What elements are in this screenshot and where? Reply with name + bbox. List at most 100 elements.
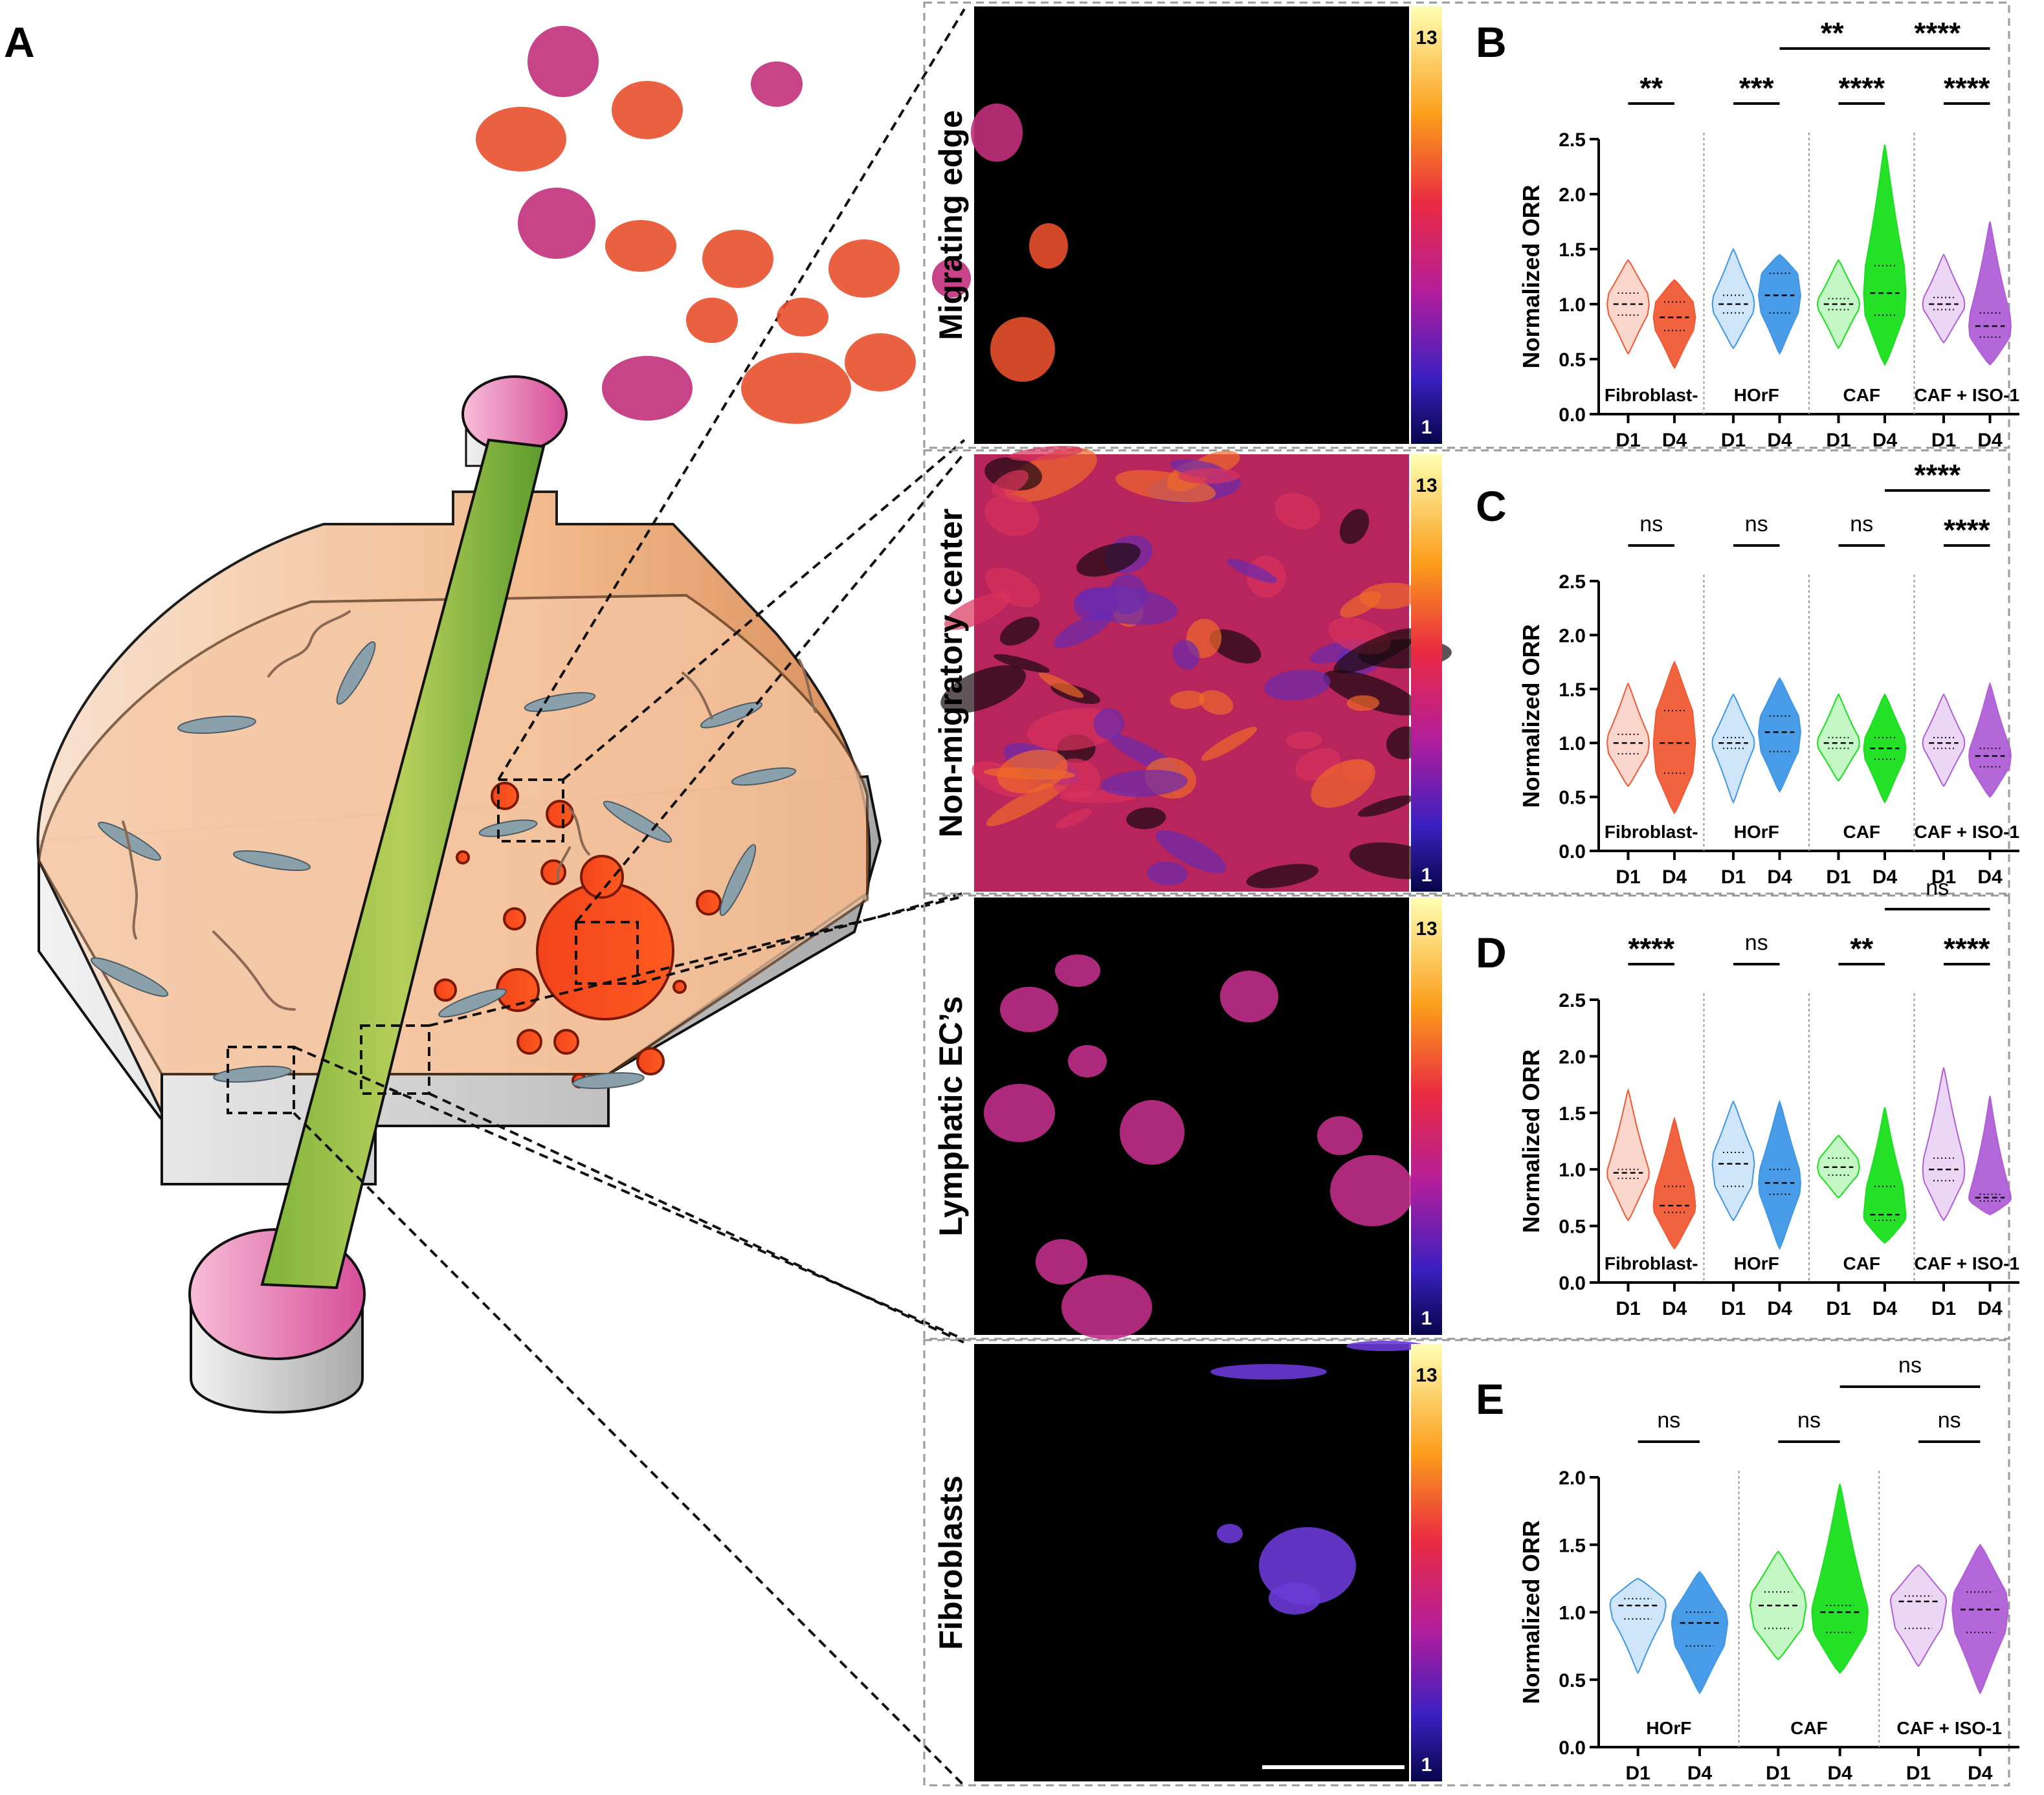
- colorbar: [1411, 454, 1442, 892]
- group-label: Fibroblast-: [1605, 822, 1698, 842]
- significance-bracket: **: [1838, 932, 1885, 965]
- image-row-2: 13 1 Non-migratory center: [923, 445, 2010, 897]
- x-tick-label: D1: [1826, 430, 1850, 451]
- significance-label: ns: [1797, 1408, 1821, 1433]
- significance-label: ns: [1926, 875, 1949, 900]
- violin-d4: [1968, 681, 2012, 798]
- y-tick-label: 0.0: [1559, 841, 1586, 863]
- x-tick-label: D4: [1767, 866, 1792, 888]
- cell-blob: [1330, 1155, 1414, 1226]
- cell-patch: [1038, 672, 1084, 698]
- panel-label: E: [1476, 1375, 1504, 1423]
- violin-d4: [1863, 144, 1907, 366]
- x-tick-label: D1: [1616, 1298, 1640, 1319]
- significance-label: ns: [1657, 1408, 1680, 1433]
- cell-patch: [993, 654, 1050, 673]
- row-label: Migrating edge: [933, 110, 969, 340]
- cell-blob: [518, 188, 595, 259]
- violin-d4: [1671, 1570, 1729, 1695]
- group-fibroblast-: D1 D4 Fibroblast-: [1605, 1088, 1698, 1319]
- significance-bracket: ****: [1944, 513, 1990, 547]
- violin-d1: [1889, 1564, 1948, 1668]
- group-label: Fibroblast-: [1605, 1253, 1698, 1273]
- violin-d4: [1652, 279, 1696, 369]
- y-tick-label: 1.5: [1559, 1535, 1586, 1556]
- significance-label: **: [1850, 932, 1873, 965]
- significance-label: ns: [1938, 1408, 1961, 1433]
- image-rows: 13 1 Migrating edge 13 1 Non-migratory center…: [476, 1, 2010, 1787]
- panel-label: D: [1476, 929, 1507, 976]
- y-tick-label: 0.5: [1559, 1217, 1586, 1238]
- significance-label: ns: [1639, 512, 1663, 536]
- group-caf: D1 D4 CAF: [1808, 575, 1907, 888]
- colorbar-max: 13: [1416, 1365, 1437, 1386]
- cell-patch: [999, 617, 1040, 646]
- cell-patch: [1178, 468, 1240, 484]
- x-tick-label: D1: [1721, 866, 1746, 888]
- fibroblast-cells: [90, 641, 797, 1089]
- cell-blob: [1210, 1364, 1327, 1380]
- cell-patch: [1340, 591, 1381, 618]
- chart-B: B Normalized ORR 0.0 0.5 1.0 1.5 2.0 2.5 D1 D4 Fib…: [1476, 16, 2019, 451]
- x-tick-label: D4: [1662, 430, 1687, 451]
- significance-bracket: ****: [1885, 458, 1990, 492]
- y-tick-label: 1.5: [1559, 239, 1586, 261]
- x-tick-label: D4: [1977, 866, 2003, 888]
- violin-d4: [1968, 1096, 2012, 1216]
- chart-C: C Normalized ORR 0.0 0.5 1.0 1.5 2.0 2.5 D1 D4 Fib…: [1476, 458, 2019, 888]
- significance-bracket: ns: [1839, 1353, 1981, 1388]
- significance-bracket: ****: [1885, 16, 1990, 50]
- image-row-4: 13 1 Fibroblasts: [923, 1339, 2010, 1787]
- y-tick-label: 1.0: [1559, 294, 1586, 316]
- cell-patch: [1209, 629, 1261, 664]
- group-label: CAF: [1843, 385, 1880, 405]
- cell-blob: [1055, 954, 1100, 987]
- cell-blob: [1036, 1239, 1087, 1284]
- cell-patch: [1274, 492, 1320, 530]
- cell-patch: [1285, 731, 1323, 749]
- violin-d1: [1609, 1578, 1667, 1675]
- violin-d4: [1863, 693, 1907, 804]
- cell-patch: [1339, 509, 1370, 544]
- cell-blob: [1000, 987, 1058, 1032]
- colorbar-max: 13: [1416, 475, 1437, 496]
- significance-bracket: ns: [1918, 1408, 1981, 1443]
- group-label: HOrF: [1734, 822, 1779, 842]
- group-label: HOrF: [1646, 1718, 1691, 1738]
- row-frame: [923, 892, 2010, 1340]
- significance-label: ****: [1944, 71, 1990, 105]
- x-tick-label: D4: [1767, 1298, 1792, 1319]
- group-label: CAF: [1790, 1718, 1828, 1738]
- cell-blob: [686, 298, 738, 343]
- y-axis-label: Normalized ORR: [1518, 184, 1544, 368]
- cell-blob: [984, 1084, 1055, 1142]
- x-tick-label: D4: [1872, 1298, 1898, 1319]
- colorbar-min: 1: [1421, 1308, 1432, 1329]
- y-tick-label: 1.0: [1559, 733, 1586, 754]
- cell-blob: [777, 298, 828, 336]
- colorbar: [1411, 898, 1442, 1335]
- significance-label: ns: [1745, 512, 1768, 536]
- group-caf-iso-1: D1 D4 CAF + ISO-1: [1913, 133, 2019, 451]
- y-axis-label: Normalized ORR: [1518, 1520, 1544, 1704]
- group-caf-iso-1: D1 D4 CAF + ISO-1: [1913, 993, 2019, 1319]
- cell-patch: [1346, 695, 1379, 711]
- cell-blob: [932, 259, 971, 298]
- cell-blob: [751, 61, 803, 107]
- cell-patch: [1323, 670, 1421, 716]
- group-fibroblast-: D1 D4 Fibroblast-: [1605, 660, 1698, 888]
- y-tick-label: 0.5: [1559, 1670, 1586, 1691]
- cell-patch: [1170, 690, 1205, 709]
- significance-label: ***: [1739, 71, 1774, 105]
- violin-d1: [1606, 1088, 1650, 1222]
- group-label: CAF + ISO-1: [1914, 385, 2019, 405]
- cell-patch: [1076, 586, 1178, 625]
- cell-patch: [940, 665, 1027, 714]
- cell-blob: [1061, 1275, 1152, 1339]
- significance-bracket: ns: [1733, 931, 1780, 965]
- collagen-fibers: [122, 610, 817, 1011]
- cell-patch: [1264, 669, 1331, 701]
- y-tick-label: 0.5: [1559, 349, 1586, 371]
